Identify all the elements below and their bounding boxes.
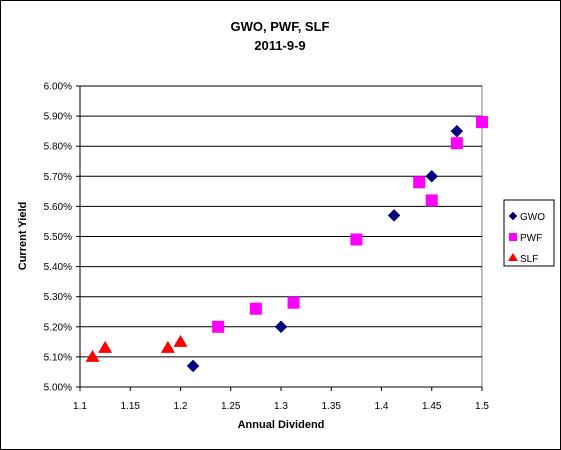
- legend-label-gwo: GWO: [520, 212, 545, 223]
- y-tick-label: 5.40%: [44, 262, 72, 273]
- slf-point: [160, 340, 175, 353]
- legend-label-pwf: PWF: [520, 233, 542, 244]
- gwo-point: [186, 359, 200, 373]
- x-tick-label: 1.25: [221, 401, 241, 412]
- slf-point: [98, 340, 113, 353]
- y-tick-label: 5.90%: [44, 112, 72, 123]
- y-tick-label: 5.80%: [44, 142, 72, 153]
- pwf-point: [287, 296, 300, 309]
- pwf-point: [476, 116, 488, 129]
- chart-subtitle: 2011-9-9: [254, 38, 305, 53]
- x-tick-label: 1.5: [475, 401, 489, 412]
- y-tick-label: 5.00%: [44, 383, 72, 394]
- y-axis-title: Current Yield: [17, 202, 29, 270]
- pwf-point: [413, 176, 426, 189]
- pwf-point: [350, 233, 363, 246]
- x-tick-label: 1.4: [375, 401, 389, 412]
- x-axis-title: Annual Dividend: [238, 419, 325, 431]
- chart-title: GWO, PWF, SLF: [231, 19, 330, 34]
- y-tick-label: 5.10%: [44, 352, 72, 363]
- gwo-point: [387, 209, 401, 222]
- legend: GWO PWF SLF: [503, 199, 555, 267]
- x-tick-label: 1.45: [422, 401, 442, 412]
- x-tick-label: 1.35: [322, 401, 342, 412]
- legend-marker-slf: [508, 253, 518, 261]
- gwo-point: [450, 124, 464, 138]
- pwf-point: [425, 194, 438, 207]
- y-tick-label: 5.30%: [44, 292, 72, 303]
- x-tick-label: 1.3: [274, 401, 288, 412]
- legend-items: GWO PWF SLF: [508, 211, 545, 265]
- gwo-point: [274, 320, 288, 334]
- legend-label-slf: SLF: [520, 254, 538, 265]
- x-tick-label: 1.1: [73, 401, 87, 412]
- slf-point: [85, 349, 100, 362]
- pwf-point: [212, 320, 225, 333]
- x-tick-label: 1.2: [174, 401, 188, 412]
- legend-marker-gwo: [508, 211, 518, 221]
- x-tick-label: 1.15: [121, 401, 141, 412]
- y-tick-label: 5.70%: [44, 172, 72, 183]
- y-tick-label: 5.20%: [44, 322, 72, 333]
- y-tick-label: 5.50%: [44, 232, 72, 243]
- slf-point: [173, 334, 188, 347]
- y-tick-label: 5.60%: [44, 202, 72, 213]
- y-tick-label: 6.00%: [44, 82, 72, 93]
- x-axis-ticks: 1.1 1.15 1.2 1.25 1.3 1.35 1.4 1.45 1.5: [73, 387, 489, 412]
- data-points: [85, 116, 488, 373]
- pwf-point: [450, 137, 463, 150]
- legend-marker-pwf: [509, 233, 517, 241]
- gwo-point: [425, 169, 439, 183]
- pwf-point: [249, 302, 262, 315]
- y-axis-ticks: 5.00% 5.10% 5.20% 5.30% 5.40% 5.50% 5.60% 5.70%…: [44, 82, 80, 394]
